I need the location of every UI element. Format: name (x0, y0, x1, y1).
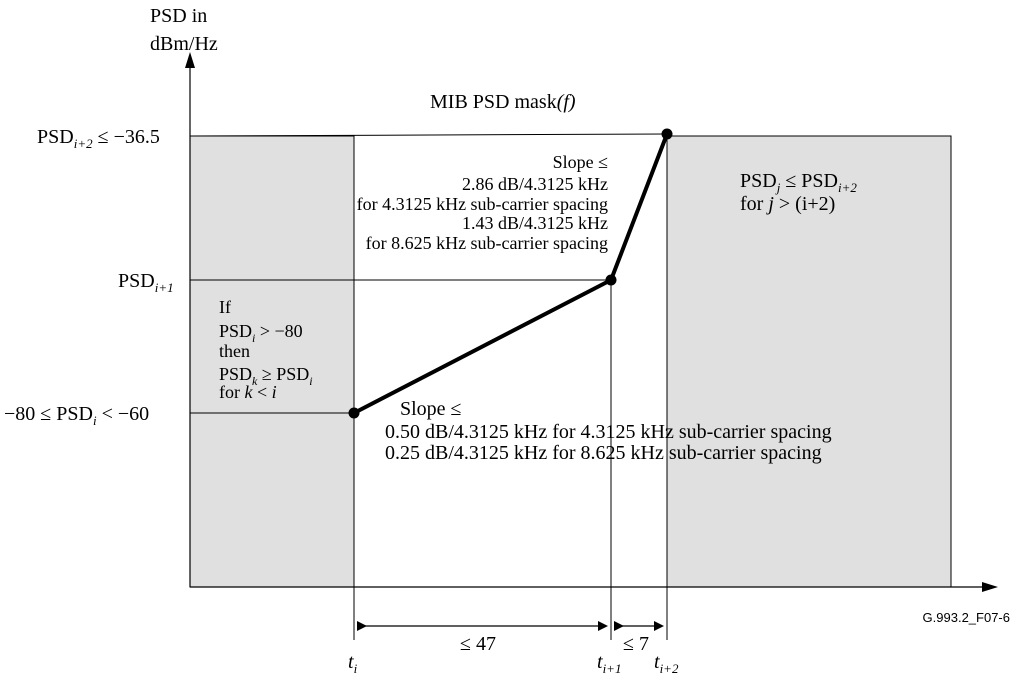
mask-title: MIB PSD mask(f) (430, 91, 576, 113)
dimension-label-47: ≤ 47 (460, 633, 496, 655)
left-note-line3: then (219, 341, 250, 361)
steep-slope-line5: for 8.625 kHz sub-carrier spacing (366, 233, 608, 253)
y-axis-arrow (185, 52, 195, 68)
right-shaded-region (666, 135, 952, 588)
left-note-line2: PSDi > −80 (219, 321, 303, 345)
left-note-line5: for k < i (219, 382, 277, 402)
steep-slope-line2: 2.86 dB/4.3125 kHz (462, 174, 608, 194)
y-label-psd-i: −80 ≤ PSDi < −60 (4, 403, 149, 428)
right-note-line2: for j > (i+2) (740, 193, 835, 215)
x-tick-ti1: ti+1 (597, 651, 621, 676)
steep-slope-line1: Slope ≤ (553, 152, 609, 172)
steep-slope-line3: for 4.3125 kHz sub-carrier spacing (357, 194, 608, 214)
steep-slope-line4: 1.43 dB/4.3125 kHz (462, 213, 608, 233)
x-tick-ti2: ti+2 (654, 651, 679, 676)
breakpoint-i (348, 407, 360, 419)
gentle-slope-line3: 0.25 dB/4.3125 kHz for 8.625 kHz sub-car… (385, 442, 822, 464)
left-note-line4: PSDk ≥ PSDi (219, 364, 313, 388)
right-note-line1: PSDj ≤ PSDi+2 (740, 170, 857, 195)
gentle-slope-line2: 0.50 dB/4.3125 kHz for 4.3125 kHz sub-ca… (385, 421, 832, 443)
gentle-slope-line1: Slope ≤ (400, 398, 462, 420)
x-tick-ti: ti (348, 651, 358, 676)
breakpoint-i1 (605, 274, 617, 286)
y-label-psd-i2: PSDi+2 ≤ −36.5 (37, 126, 160, 151)
x-axis-arrow (982, 582, 998, 592)
y-label-psd-i1: PSDi+1 (118, 270, 174, 295)
dimension-label-7: ≤ 7 (623, 633, 649, 655)
y-axis-title-line1: PSD in (150, 5, 207, 27)
breakpoint-i2 (661, 128, 673, 140)
left-note-line1: If (219, 297, 231, 317)
y-axis-title-line2: dBm/Hz (150, 33, 218, 55)
top-reference-line (189, 133, 668, 137)
left-shaded-region (189, 135, 355, 588)
figure-id: G.993.2_F07-6 (923, 610, 1010, 625)
